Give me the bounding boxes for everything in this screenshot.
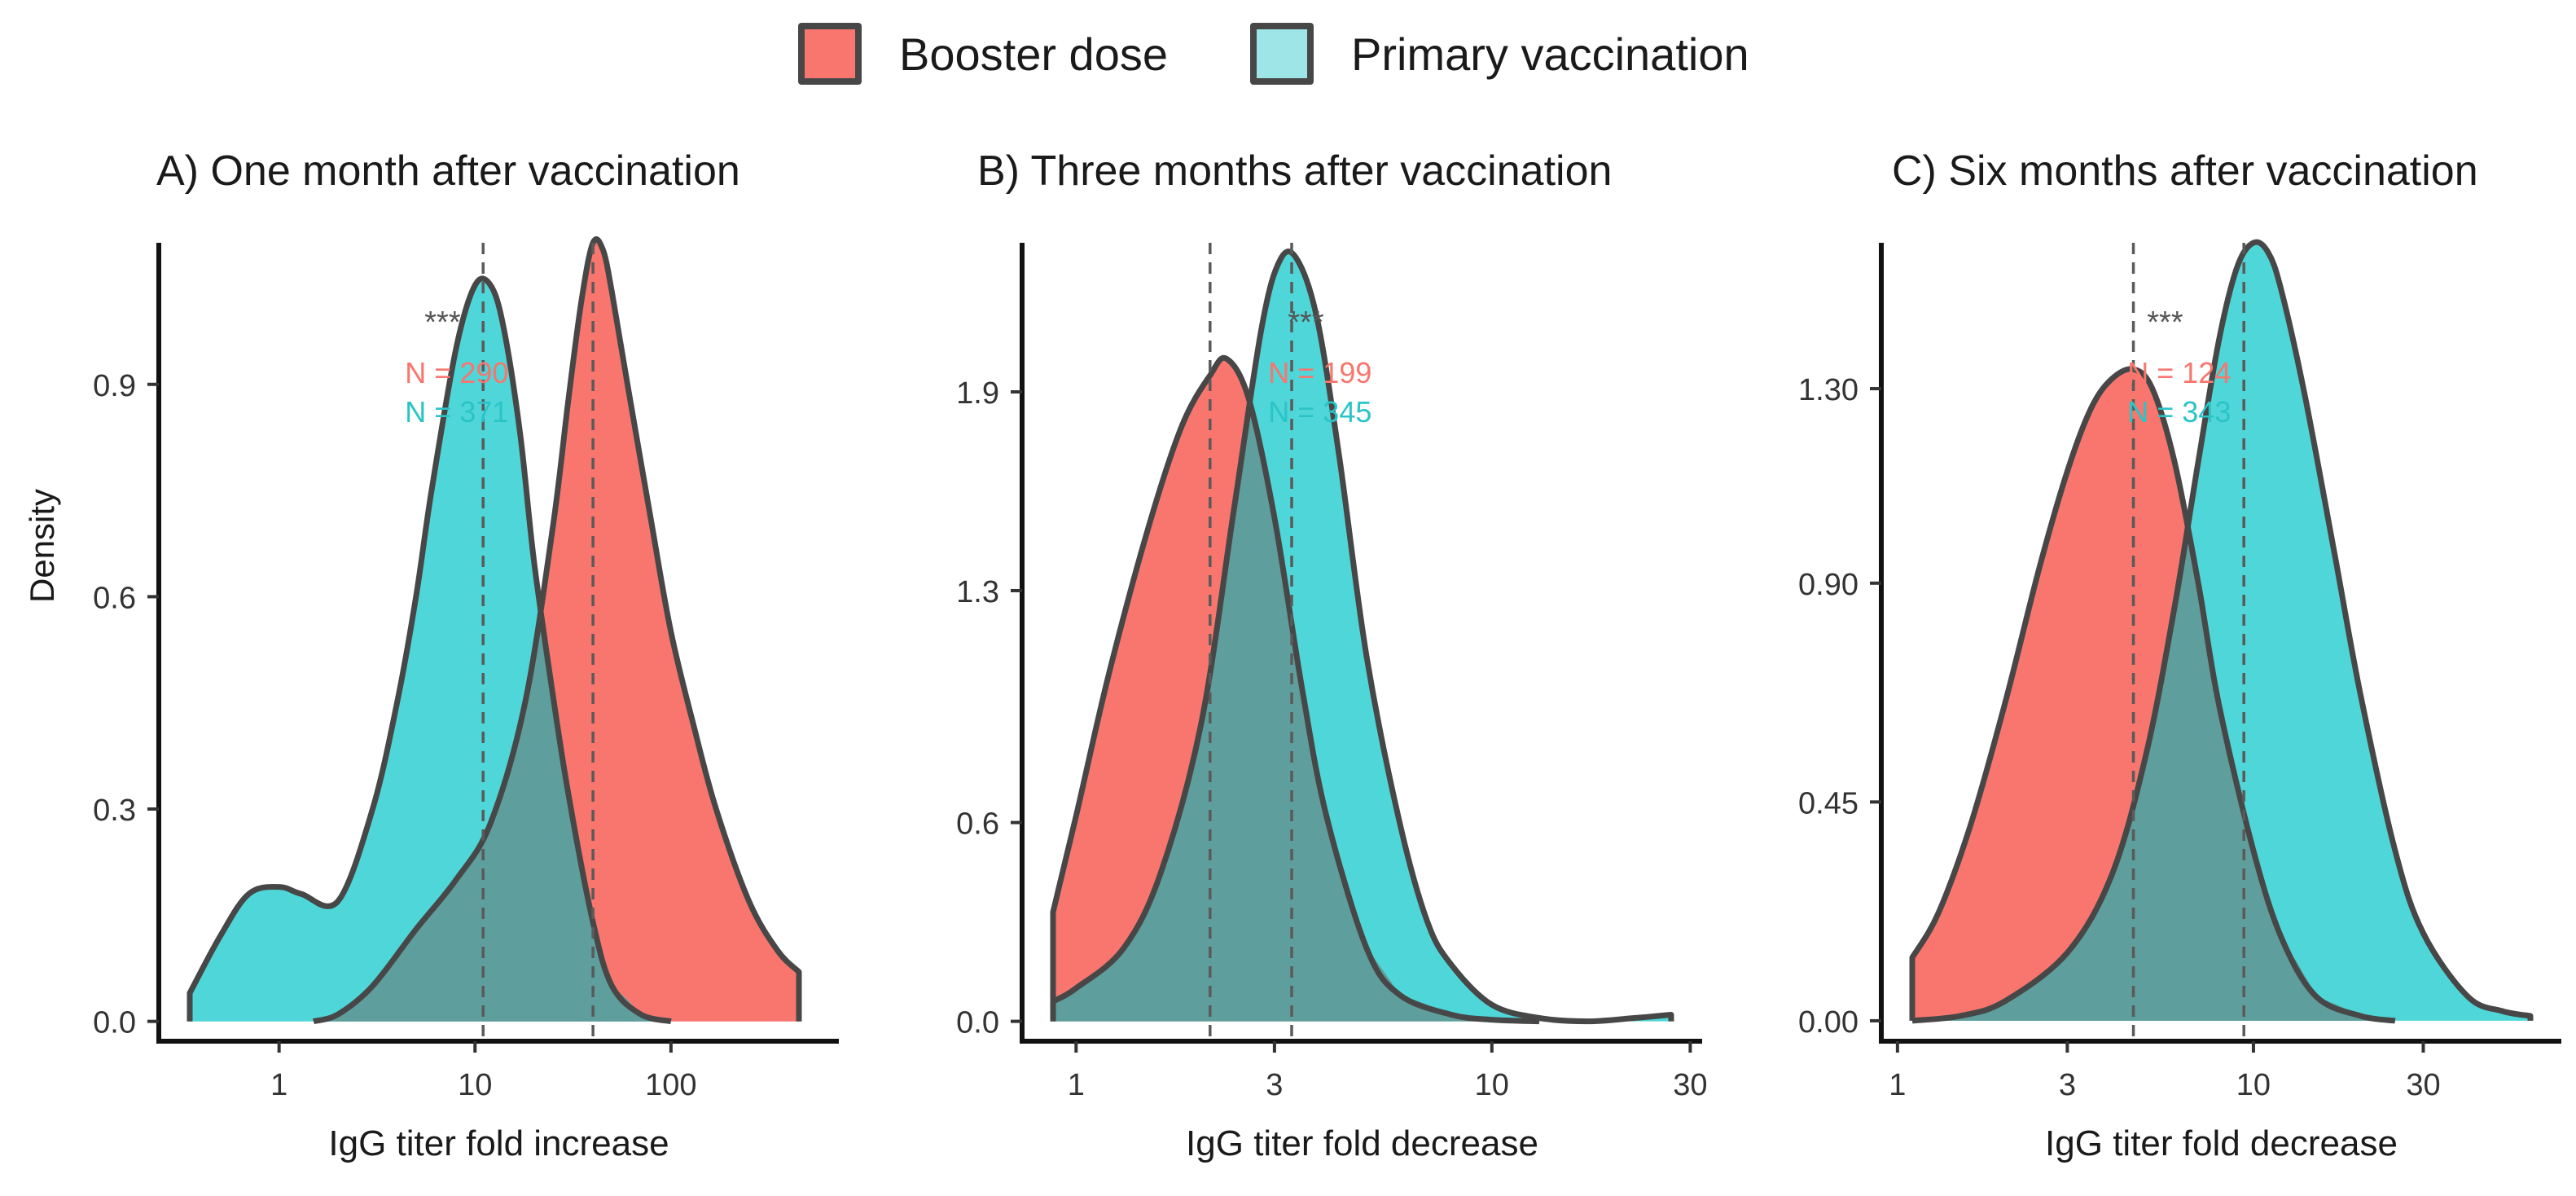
legend-item-booster: Booster dose xyxy=(798,21,1168,86)
density-outline-primary xyxy=(1050,248,1674,1025)
legend: Booster dose Primary vaccination xyxy=(0,18,2576,95)
n-label-primary: N = 371 xyxy=(405,395,508,429)
density-outline-booster xyxy=(1050,354,1540,1025)
density-outline-primary xyxy=(187,275,672,1025)
n-label-booster: N = 124 xyxy=(2127,356,2231,389)
panel-c-title: C) Six months after vaccination xyxy=(1892,147,2478,195)
panel-a-title: A) One month after vaccination xyxy=(156,147,740,195)
significance-stars: *** xyxy=(424,306,461,340)
density-area-booster xyxy=(314,239,799,1022)
x-tick-label: 10 xyxy=(1475,1068,1509,1102)
panel-a-density-areas xyxy=(190,239,799,1022)
panel-a: A) One month after vaccination Density 0… xyxy=(23,147,855,1163)
y-tick-label: 0.0 xyxy=(956,1006,999,1040)
y-tick-label: 1.30 xyxy=(1798,373,1858,407)
x-axis-title: IgG titer fold decrease xyxy=(2045,1123,2398,1163)
n-label-booster: N = 199 xyxy=(1268,356,1371,389)
legend-key-primary xyxy=(1250,23,1314,85)
y-tick-label: 0.6 xyxy=(956,807,999,842)
n-label-primary: N = 343 xyxy=(2127,395,2231,429)
legend-label-booster: Booster dose xyxy=(899,28,1168,80)
legend-key-booster xyxy=(798,23,862,85)
x-tick-label: 1 xyxy=(1889,1068,1906,1102)
x-tick-label: 10 xyxy=(458,1068,492,1102)
density-overlap-area xyxy=(1912,534,2395,1021)
y-tick-label: 0.9 xyxy=(93,369,136,403)
y-tick-label: 0.0 xyxy=(93,1006,136,1040)
legend-item-primary: Primary vaccination xyxy=(1250,21,1749,86)
x-tick-label: 30 xyxy=(1673,1068,1707,1102)
x-tick-label: 1 xyxy=(270,1068,287,1102)
panel-c-density-areas xyxy=(1912,242,2530,1021)
significance-stars: *** xyxy=(2147,306,2183,340)
x-tick-label: 3 xyxy=(2059,1068,2076,1102)
panel-c: C) Six months after vaccination 0.00 0.45… xyxy=(1755,147,2576,1163)
n-label-booster: N = 290 xyxy=(405,356,508,389)
y-tick-label: 0.3 xyxy=(93,794,136,828)
x-axis-title: IgG titer fold decrease xyxy=(1186,1123,1538,1163)
density-area-booster xyxy=(1912,368,2395,1021)
significance-stars: *** xyxy=(1288,306,1324,340)
y-tick-label: 0.6 xyxy=(93,581,136,615)
density-overlap-area xyxy=(314,610,671,1022)
y-tick-label: 1.3 xyxy=(956,575,999,609)
panel-a-plot: 0.0 0.3 0.6 0.9 1 10 100 IgG titer fold increas… xyxy=(93,236,839,1163)
x-axis-title: IgG titer fold increase xyxy=(328,1123,669,1163)
legend-label-primary: Primary vaccination xyxy=(1351,28,1749,80)
x-tick-label: 30 xyxy=(2406,1068,2440,1102)
x-tick-label: 3 xyxy=(1266,1068,1283,1102)
density-outline-primary xyxy=(1911,239,2534,1024)
x-tick-label: 10 xyxy=(2236,1068,2271,1102)
density-outline-booster xyxy=(1909,366,2396,1024)
y-tick-label: 0.90 xyxy=(1798,568,1858,602)
panel-b-plot: 0.0 0.6 1.3 1.9 1 3 10 30 IgG titer fold decreas… xyxy=(956,243,1708,1163)
panel-b-title: B) Three months after vaccination xyxy=(977,147,1613,195)
n-label-primary: N = 345 xyxy=(1268,395,1371,429)
y-tick-label: 0.45 xyxy=(1798,786,1858,820)
y-tick-label: 1.9 xyxy=(956,376,999,411)
panel-b: B) Three months after vaccination 0.0 0.6… xyxy=(896,147,1718,1163)
density-overlap-area xyxy=(1053,407,1539,1022)
x-tick-label: 100 xyxy=(645,1068,696,1102)
y-tick-label: 0.00 xyxy=(1798,1005,1858,1040)
density-area-primary xyxy=(1912,242,2530,1021)
x-tick-label: 1 xyxy=(1068,1068,1085,1102)
